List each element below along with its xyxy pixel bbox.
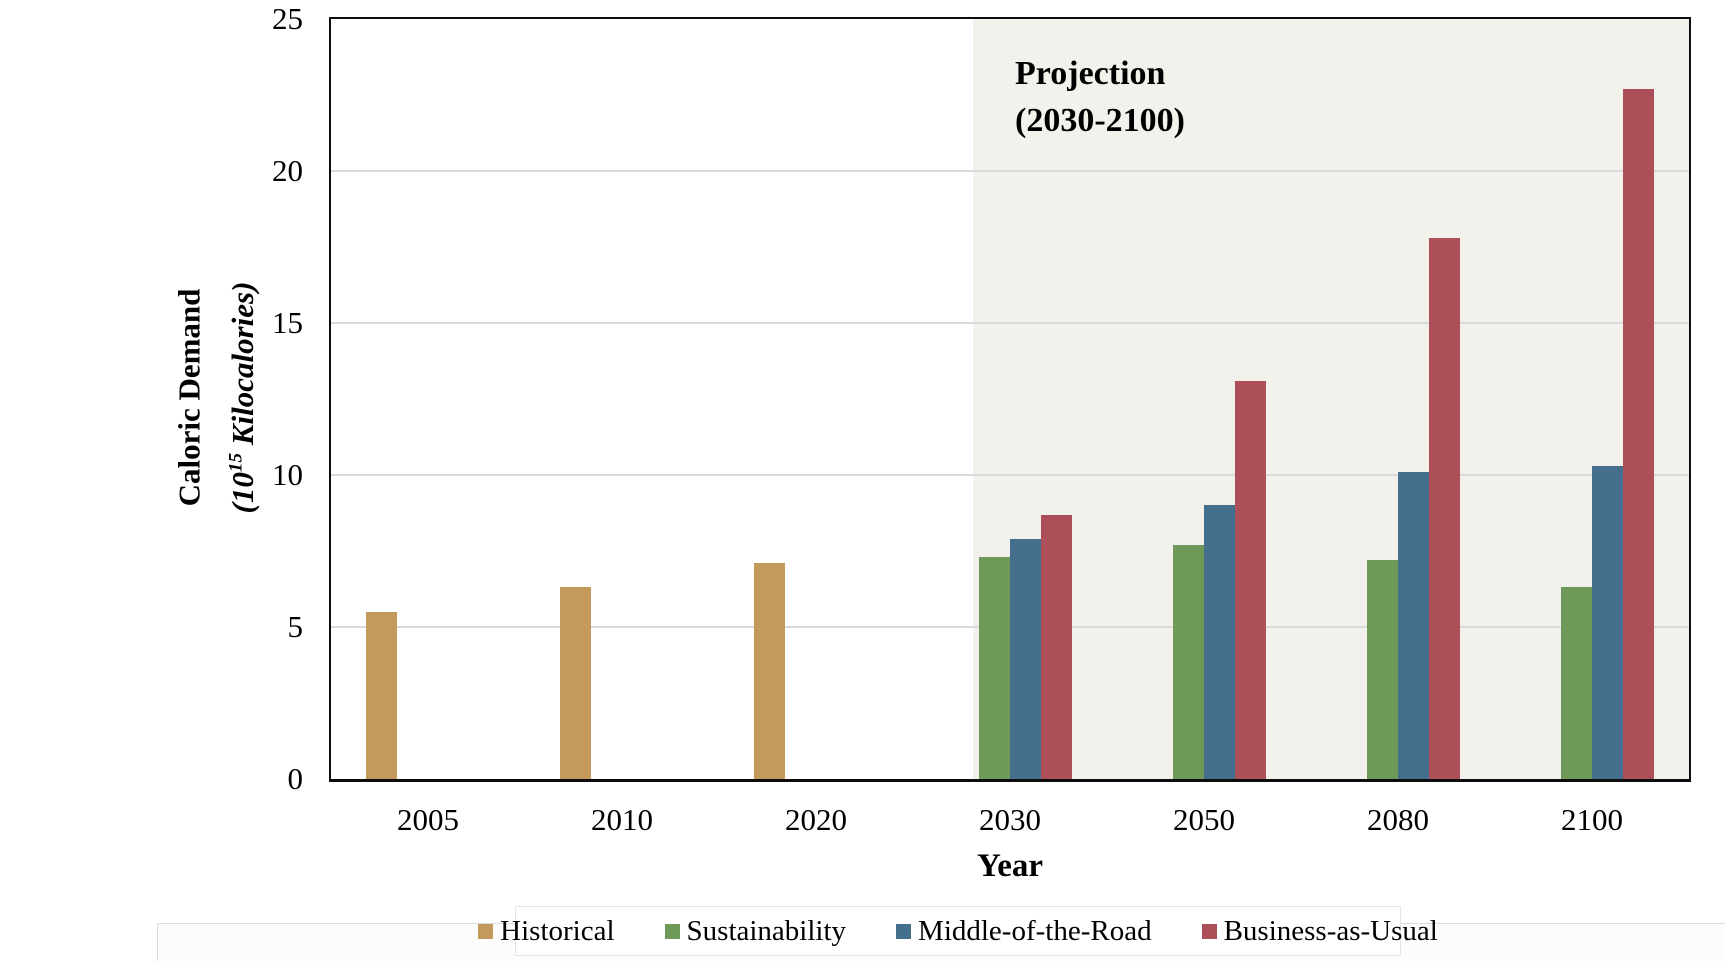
bar-business-as-usual-2100 — [1623, 88, 1654, 779]
x-tick-label-2020: 2020 — [785, 802, 847, 837]
legend: Historical Sustainability Middle-of-the-Ro… — [478, 906, 1438, 956]
bar-sustainability-2050 — [1173, 544, 1204, 779]
bar-business-as-usual-2050 — [1235, 380, 1266, 779]
bar-sustainability-2100 — [1561, 587, 1592, 779]
bar-sustainability-2030 — [979, 557, 1010, 779]
y-tick-label-15: 15 — [272, 305, 303, 340]
x-tick-label-2080: 2080 — [1367, 802, 1429, 837]
gridline-15 — [331, 322, 1689, 324]
x-tick-label-2030: 2030 — [979, 802, 1041, 837]
y-axis-title-text: Caloric Demand — [171, 288, 207, 507]
bar-middle-of-the-road-2030 — [1010, 538, 1041, 779]
projection-annotation-line2: (2030-2100) — [1015, 102, 1185, 139]
bar-historical-2005 — [366, 611, 397, 779]
legend-item-sustainability: Sustainability — [664, 914, 847, 948]
bar-business-as-usual-2080 — [1429, 237, 1460, 779]
x-axis-title: Year — [977, 848, 1043, 884]
legend-swatch-historical — [478, 923, 494, 939]
x-tick-label-2100: 2100 — [1561, 802, 1623, 837]
legend-item-historical: Historical — [478, 914, 615, 948]
y-tick-label-0: 0 — [287, 761, 304, 796]
y-axis-title: Caloric Demand (1015 Kilocalories) — [166, 153, 261, 643]
legend-item-middle-of-the-road: Middle-of-the-Road — [896, 915, 1152, 948]
y-axis-unit-text: (1015 Kilocalories) — [224, 281, 260, 514]
y-tick-label-20: 20 — [272, 153, 303, 188]
legend-label-sustainability: Sustainability — [686, 914, 847, 947]
legend-swatch-middle-of-the-road — [896, 923, 912, 939]
projection-annotation: Projection (2030-2100) — [1015, 50, 1185, 144]
legend-swatch-business-as-usual — [1201, 923, 1217, 939]
gridline-20 — [331, 170, 1689, 172]
bar-middle-of-the-road-2080 — [1398, 471, 1429, 779]
bar-historical-2020 — [754, 563, 785, 779]
x-tick-label-2010: 2010 — [591, 802, 653, 837]
legend-item-business-as-usual: Business-as-Usual — [1201, 914, 1438, 948]
plot-inner: Projection (2030-2100) — [331, 19, 1689, 779]
bar-middle-of-the-road-2050 — [1204, 505, 1235, 779]
bar-middle-of-the-road-2100 — [1592, 465, 1623, 779]
legend-label-historical: Historical — [500, 914, 615, 947]
y-tick-label-25: 25 — [272, 1, 303, 36]
legend-swatch-sustainability — [664, 923, 680, 939]
bar-business-as-usual-2030 — [1041, 514, 1072, 779]
y-tick-label-5: 5 — [287, 609, 304, 644]
x-tick-label-2005: 2005 — [397, 802, 459, 837]
projection-annotation-line1: Projection — [1015, 55, 1166, 92]
bar-historical-2010 — [560, 587, 591, 779]
x-tick-label-2050: 2050 — [1173, 802, 1235, 837]
y-tick-label-10: 10 — [272, 457, 303, 492]
legend-label-business-as-usual: Business-as-Usual — [1223, 914, 1438, 947]
legend-label-middle-of-the-road: Middle-of-the-Road — [918, 914, 1152, 947]
plot-area: Projection (2030-2100) — [329, 17, 1691, 782]
bar-sustainability-2080 — [1367, 560, 1398, 779]
gridline-10 — [331, 474, 1689, 476]
